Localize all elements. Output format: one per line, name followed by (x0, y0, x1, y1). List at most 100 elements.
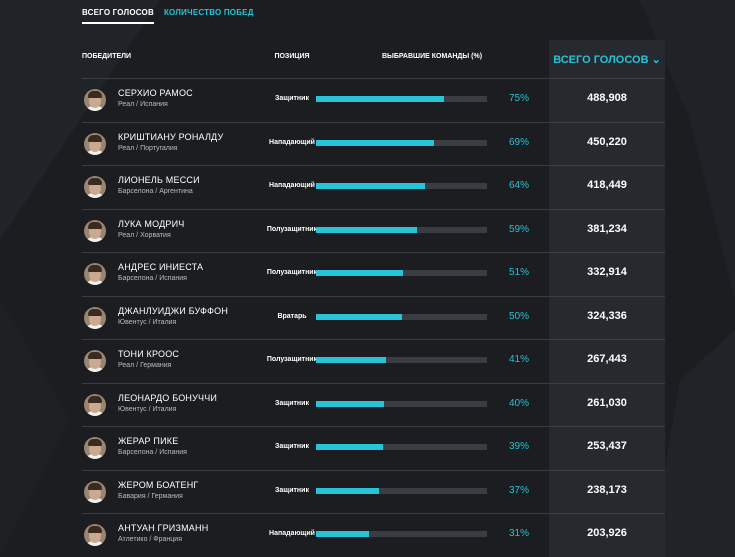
player-avatar (84, 176, 106, 198)
teams-percent-bar (316, 444, 487, 450)
teams-percent-bar (316, 270, 487, 276)
avatar-shirt (85, 149, 105, 155)
header-teams-percent: ВЫБРАВШИЕ КОМАНДЫ (%) (381, 53, 483, 60)
player-avatar (84, 306, 106, 329)
avatar-hair (88, 439, 102, 446)
player-position: Защитник (275, 486, 309, 494)
player-position: Защитник (275, 443, 309, 450)
avatar-hair (88, 352, 102, 359)
teams-percent-bar (316, 357, 487, 363)
player-avatar (84, 132, 106, 155)
player-avatar (84, 480, 106, 503)
player-club: Реал / Португалия (118, 144, 178, 152)
table-row[interactable]: ДЖАНЛУИДЖИ БУФФОН Ювентус / Италия Вратарь… (82, 295, 665, 340)
player-position: Полузащитник (266, 356, 318, 363)
player-name: АНДРЕС ИНИЕСТА (118, 262, 204, 272)
teams-percent-value: 75% (508, 93, 529, 104)
teams-percent-value: 69% (508, 136, 529, 148)
teams-percent-value: 59% (508, 223, 529, 235)
player-club: Ювентус / Италия (118, 405, 177, 413)
tab-bar: ВСЕГО ГОЛОСОВ КОЛИЧЕСТВО ПОБЕД (82, 6, 254, 26)
total-votes-value: 450,220 (587, 135, 627, 148)
avatar-shirt (85, 541, 105, 546)
player-club: Атлетико / Франция (118, 536, 182, 543)
avatar-hair (88, 395, 102, 403)
header-total-votes-sort[interactable]: ВСЕГО ГОЛОСОВ ⌄ (553, 54, 661, 66)
player-name: ЖЕРАР ПИКЕ (118, 436, 179, 446)
avatar-shirt (85, 367, 105, 372)
teams-percent-value: 41% (508, 354, 529, 365)
tab-total-votes[interactable]: ВСЕГО ГОЛОСОВ (82, 6, 154, 24)
teams-percent-bar (316, 313, 487, 320)
teams-percent-bar-fill (316, 400, 385, 407)
table-row[interactable]: КРИШТИАНУ РОНАЛДУ Реал / Португалия Напада… (82, 121, 665, 166)
table-row[interactable]: ЖЕРОМ БОАТЕНГ Бавария / Германия Защитник 3… (82, 469, 665, 514)
avatar-shirt (85, 497, 105, 503)
avatar-hair (88, 482, 102, 490)
votes-column-background (549, 40, 665, 557)
player-club: Барселона / Испания (118, 275, 187, 282)
player-club: Бавария / Германия (118, 492, 183, 500)
tab-wins-count[interactable]: КОЛИЧЕСТВО ПОБЕД (163, 8, 254, 17)
player-club: Реал / Германия (118, 362, 172, 369)
teams-percent-bar (316, 226, 487, 233)
player-position: Полузащитник (266, 225, 318, 233)
player-name: ДЖАНЛУИДЖИ БУФФОН (118, 305, 229, 316)
player-club: Реал / Испания (118, 101, 168, 108)
teams-percent-value: 39% (508, 441, 529, 452)
table-row[interactable]: СЕРХИО РАМОС Реал / Испания Защитник 75% 488… (82, 78, 665, 122)
total-votes-value: 203,926 (587, 527, 627, 539)
table-row[interactable]: ЖЕРАР ПИКЕ Барселона / Испания Защитник 39%… (82, 426, 665, 470)
total-votes-value: 381,234 (587, 222, 627, 235)
avatar-shirt (85, 280, 105, 285)
teams-percent-value: 40% (508, 397, 529, 409)
player-name: СЕРХИО РАМОС (118, 88, 193, 98)
player-name: КРИШТИАНУ РОНАЛДУ (118, 131, 224, 142)
player-avatar (84, 393, 106, 416)
player-position: Нападающий (269, 182, 315, 189)
teams-percent-value: 51% (508, 267, 529, 278)
player-club: Реал / Хорватия (118, 231, 171, 239)
table-row[interactable]: АНДРЕС ИНИЕСТА Барселона / Испания Полузащ… (82, 252, 665, 296)
player-name: ЛУКА МОДРИЧ (118, 218, 185, 229)
table-row[interactable]: ЛЕОНАРДО БОНУЧЧИ Ювентус / Италия Защитник… (82, 382, 665, 427)
avatar-shirt (85, 106, 105, 111)
teams-percent-bar-fill (316, 270, 404, 276)
teams-percent-value: 50% (508, 310, 529, 322)
player-position: Защитник (275, 95, 309, 102)
avatar-shirt (85, 454, 105, 459)
player-position: Полузащитник (266, 269, 318, 276)
avatar-shirt (85, 323, 105, 329)
table-row[interactable]: ТОНИ КРООС Реал / Германия Полузащитник 41%… (82, 339, 665, 383)
avatar-hair (88, 308, 102, 316)
player-name: ЛЕОНАРДО БОНУЧЧИ (118, 392, 218, 403)
teams-percent-bar (316, 400, 487, 407)
avatar-hair (88, 221, 102, 229)
avatar-hair (88, 91, 102, 98)
avatar-hair (88, 265, 102, 272)
table-row[interactable]: ЛИОНЕЛЬ МЕССИ Барселона / Аргентина Напада… (82, 165, 665, 209)
player-avatar (84, 437, 106, 459)
teams-percent-bar-fill (316, 487, 380, 494)
avatar-hair (88, 134, 102, 142)
teams-percent-bar (316, 531, 487, 537)
teams-percent-bar-fill (316, 313, 402, 320)
avatar-hair (88, 178, 102, 185)
table-header: ПОБЕДИТЕЛИ ПОЗИЦИЯ ВЫБРАВШИЕ КОМАНДЫ (%)… (82, 40, 665, 78)
player-avatar (84, 263, 106, 285)
player-position: Нападающий (269, 530, 315, 537)
player-avatar (84, 219, 106, 242)
avatar-hair (88, 526, 102, 533)
player-name: ТОНИ КРООС (118, 349, 180, 359)
player-avatar (84, 524, 106, 546)
teams-percent-bar-fill (316, 357, 387, 363)
total-votes-value: 324,336 (587, 309, 627, 322)
teams-percent-bar-fill (316, 226, 417, 233)
player-name: ЖЕРОМ БОАТЕНГ (118, 479, 199, 490)
table-row[interactable]: АНТУАН ГРИЗМАНН Атлетико / Франция Нападаю… (82, 513, 665, 557)
total-votes-value: 332,914 (587, 266, 627, 278)
table-row[interactable]: ЛУКА МОДРИЧ Реал / Хорватия Полузащитник 59… (82, 208, 665, 253)
teams-percent-value: 37% (508, 484, 529, 496)
total-votes-value: 261,030 (587, 396, 627, 409)
player-name: АНТУАН ГРИЗМАНН (118, 523, 209, 533)
